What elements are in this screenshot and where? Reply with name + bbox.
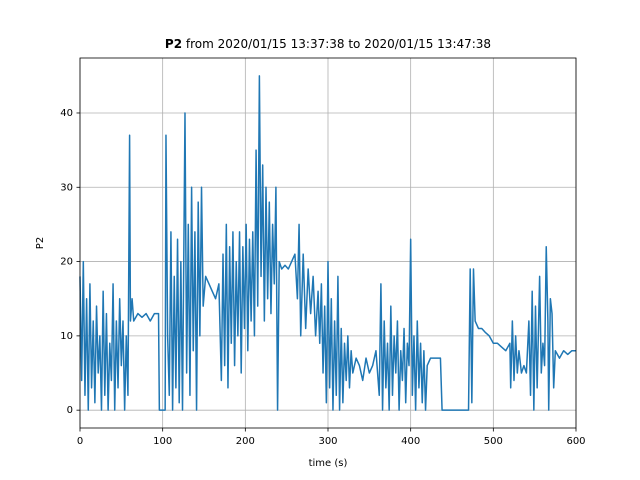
x-tick-label: 500 [484,436,503,447]
plot-frame [79,57,577,429]
x-tick-label: 400 [401,436,420,447]
x-tick-label: 200 [236,436,255,447]
y-tick-label: 30 [60,182,73,193]
title-prefix: P2 [165,37,182,51]
x-tick-label: 300 [318,436,337,447]
x-axis-label: time (s) [309,458,348,469]
x-tick-label: 0 [77,436,83,447]
y-axis-label: P2 [35,237,46,249]
chart-title: P2 from 2020/01/15 13:37:38 to 2020/01/1… [165,37,491,51]
y-tick-label: 20 [60,257,73,268]
title-text: from 2020/01/15 13:37:38 to 2020/01/15 1… [186,37,491,51]
x-tick-label: 600 [566,436,585,447]
x-tick-label: 100 [153,436,172,447]
y-tick-label: 0 [67,405,73,416]
data-line [79,75,576,411]
y-tick-label: 10 [60,331,73,342]
y-tick-label: 40 [60,108,73,119]
